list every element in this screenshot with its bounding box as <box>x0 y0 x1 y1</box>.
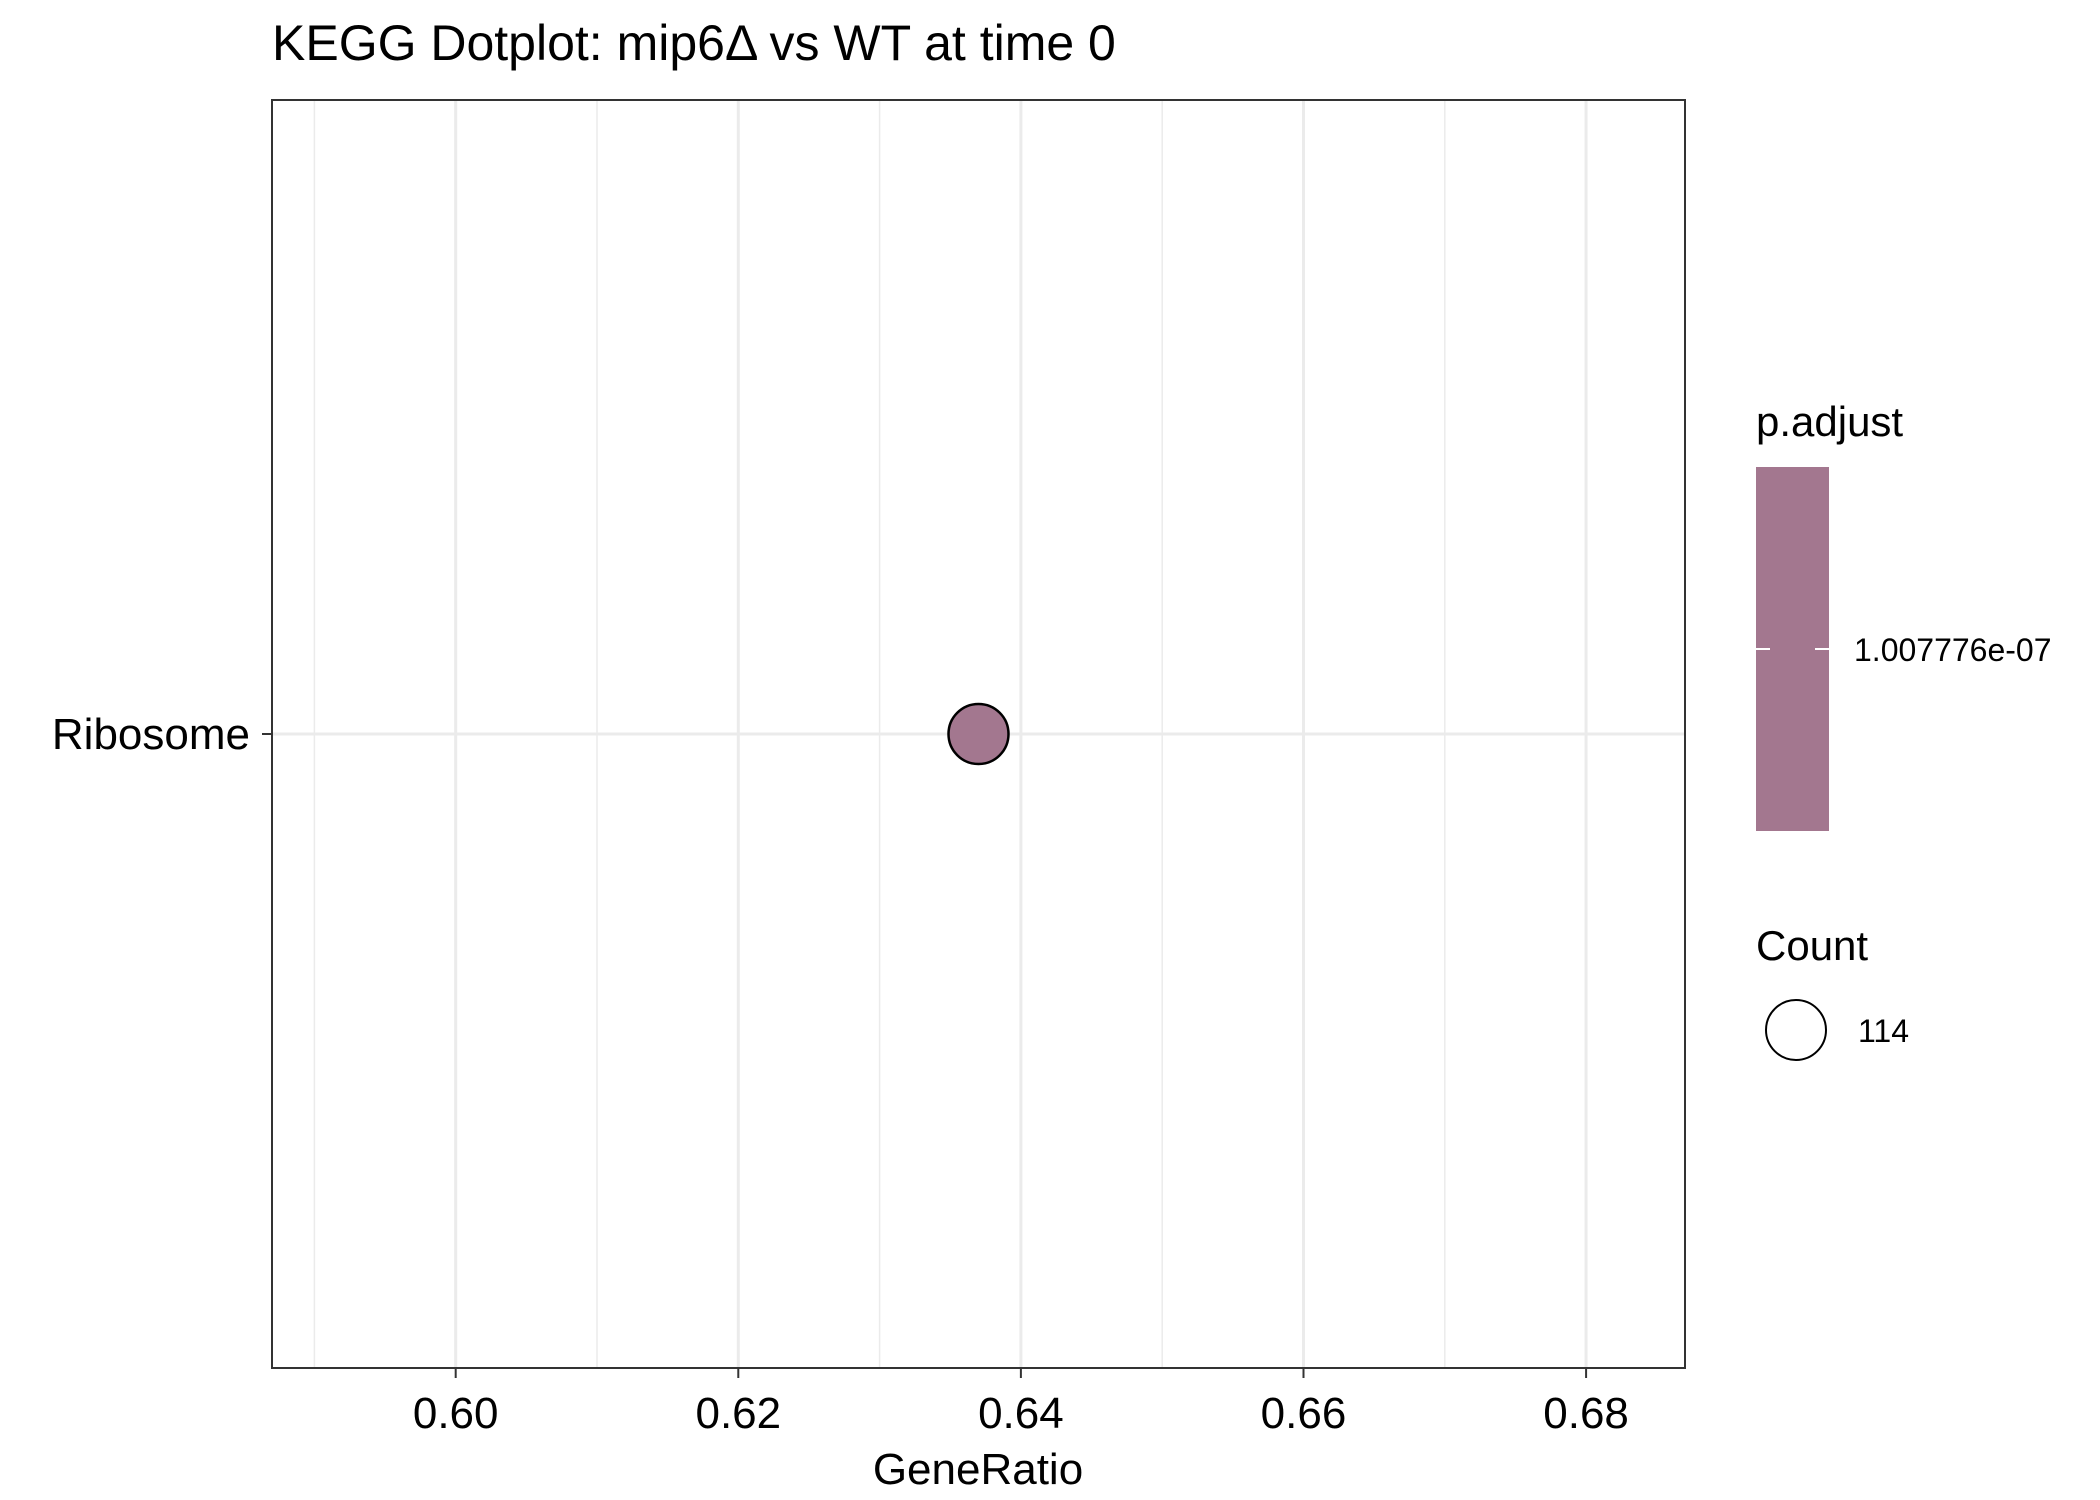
legend-count: Count 114 <box>1756 922 1909 1061</box>
chart-title: KEGG Dotplot: mip6Δ vs WT at time 0 <box>272 15 1116 71</box>
x-axis: 0.60 0.62 0.64 0.66 0.68 <box>413 1368 1629 1438</box>
x-tick-label: 0.64 <box>978 1389 1064 1438</box>
legend-size-label: 114 <box>1858 1013 1909 1049</box>
legend-color-title: p.adjust <box>1756 398 1903 445</box>
data-point <box>947 702 1010 766</box>
legend-size-title: Count <box>1756 922 1868 969</box>
colorbar-label: 1.007776e-07 <box>1854 632 2052 668</box>
x-tick-label: 0.68 <box>1543 1389 1629 1438</box>
y-tick-label: Ribosome <box>52 710 250 759</box>
y-axis: Ribosome <box>52 710 272 759</box>
x-tick-label: 0.62 <box>695 1389 781 1438</box>
plot-panel <box>271 99 1686 1369</box>
data-points <box>947 702 1010 766</box>
x-tick-label: 0.66 <box>1261 1389 1347 1438</box>
x-axis-title: GeneRatio <box>873 1445 1083 1494</box>
legend-size-circle <box>1765 999 1827 1061</box>
x-tick-label: 0.60 <box>413 1389 499 1438</box>
legend-p-adjust: p.adjust 1.007776e-07 <box>1756 398 2052 831</box>
